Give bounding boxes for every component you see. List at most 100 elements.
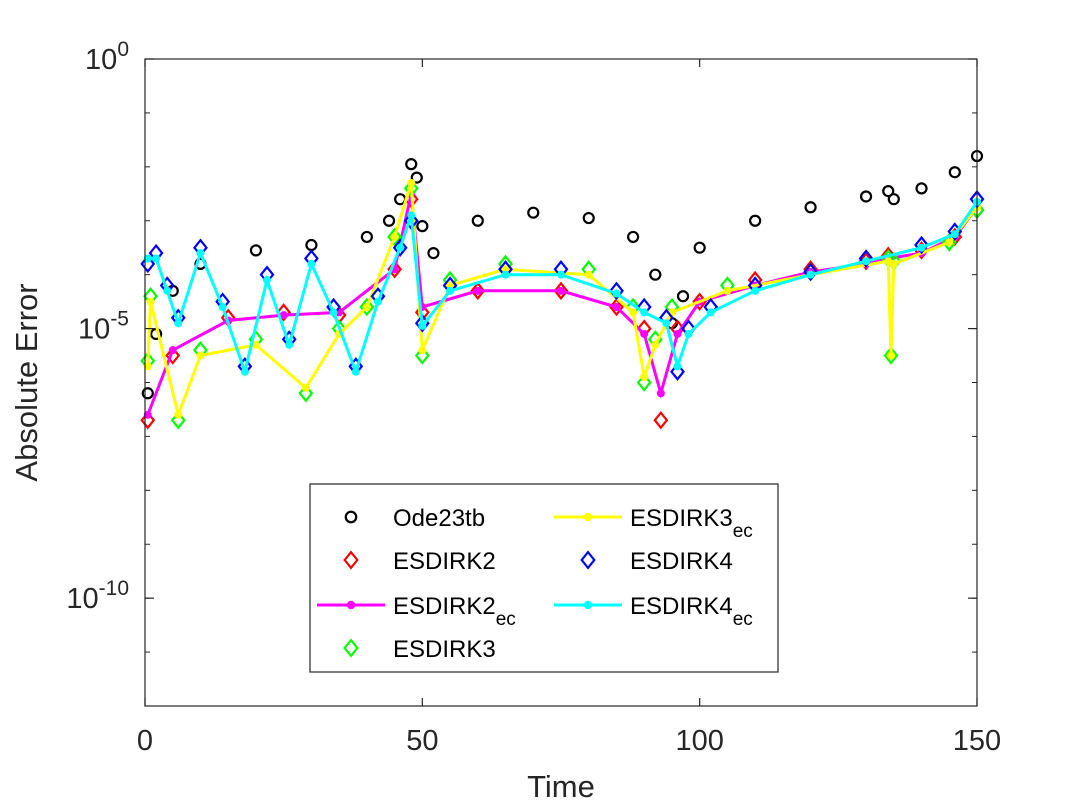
point-esdirk3ec-5 [301,383,310,392]
series-line-esdirk2ec [146,193,979,416]
point-esdirk3-21 [883,346,899,365]
point-esdirk3ec-10 [418,346,427,355]
legend: Ode23tb ESDIRK2 ESDIRK2ec ESDIRK3 ESDIRK3ec E… [309,483,779,673]
point-ode23tb-6 [360,230,373,244]
point-esdirk2ec-0 [143,410,152,419]
point-ode23tb-25 [887,193,900,206]
point-ode23tb-21 [749,214,762,227]
point-esdirk2-17 [858,251,874,271]
point-esdirk3ec-23 [945,238,954,247]
legend-label-ode23tb: Ode23tb [393,505,485,532]
point-esdirk3ec-4 [251,340,260,349]
point-esdirk4ec-3 [174,319,183,328]
point-esdirk4-26 [803,262,819,282]
point-ode23tb-19 [676,290,690,303]
point-esdirk3ec-14 [629,308,638,317]
axes: 0 50 100 150 100 10-5 10-10 [66,38,1001,757]
point-esdirk3ec-7 [362,303,371,312]
point-ode23tb-16 [627,230,640,244]
point-esdirk4ec-0 [143,254,152,263]
point-esdirk3ec-21 [887,351,896,360]
point-esdirk3-5 [298,384,314,403]
legend-entry-ode23tb: Ode23tb [344,505,485,532]
point-esdirk4ec-23 [684,329,693,338]
point-esdirk4ec-28 [917,243,926,252]
legend-entry-esdirk3: ESDIRK3 [343,636,496,663]
point-esdirk2-9 [553,281,569,301]
point-esdirk4-27 [858,249,874,268]
point-esdirk4ec-27 [862,257,871,266]
point-esdirk3-15 [636,373,652,392]
point-ode23tb-13 [471,214,484,227]
point-esdirk3ec-8 [390,232,399,241]
point-esdirk4ec-9 [307,259,316,268]
legend-entry-esdirk4: ESDIRK4 [580,548,733,575]
point-esdirk2ec-11 [640,329,649,338]
y-tick-label--5: 10-5 [78,308,129,346]
point-esdirk3ec-16 [651,340,660,349]
legend-label-esdirk4ec: ESDIRK4ec [630,593,753,630]
point-esdirk4ec-21 [662,319,671,328]
legend-marker-esdirk2ec [346,600,356,610]
legend-marker-ode23tb [344,510,358,524]
legend-label-esdirk2: ESDIRK2 [393,548,496,575]
point-esdirk2ec-12 [656,389,665,398]
point-esdirk4ec-1 [152,254,161,263]
point-esdirk2ec-8 [473,286,482,295]
x-tick-label-0: 0 [137,725,153,757]
point-esdirk2ec-13 [673,329,682,338]
point-esdirk4ec-6 [240,367,249,376]
point-esdirk4-28 [914,235,929,255]
point-ode23tb-11 [416,220,429,233]
point-ode23tb-14 [527,206,540,219]
point-esdirk4ec-11 [351,367,360,376]
point-esdirk2-5 [387,260,403,279]
point-esdirk3ec-0 [143,362,152,371]
y-tick-label-0: 100 [85,38,129,76]
point-esdirk3ec-15 [640,373,649,382]
point-ode23tb-23 [859,190,873,203]
y-axis-label: Absolute Error [9,283,44,481]
point-esdirk2-1 [165,346,181,365]
point-ode23tb-0 [141,387,154,400]
point-esdirk4-13 [392,238,408,257]
point-esdirk4-0 [140,254,156,274]
legend-label-esdirk2ec: ESDIRK2ec [393,593,516,630]
legend-label-esdirk3ec: ESDIRK3ec [630,505,753,542]
point-ode23tb-20 [693,241,706,254]
point-esdirk4ec-10 [329,308,338,317]
point-ode23tb-4 [249,244,263,257]
legend-box [309,483,779,673]
point-ode23tb-9 [405,158,418,171]
point-esdirk4ec-8 [285,340,294,349]
point-ode23tb-26 [915,182,928,195]
point-ode23tb-7 [382,214,396,227]
point-esdirk4ec-29 [950,230,959,239]
x-tick-label-100: 100 [675,725,723,757]
point-esdirk3ec-3 [196,351,205,360]
point-esdirk4ec-24 [706,308,715,317]
point-esdirk4ec-18 [557,270,565,279]
point-ode23tb-24 [882,184,895,198]
legend-entry-esdirk4ec: ESDIRK4ec [554,593,753,630]
legend-entry-esdirk2: ESDIRK2 [343,548,496,575]
legend-marker-esdirk4ec [583,600,593,610]
point-esdirk4ec-15 [418,321,427,330]
point-esdirk3ec-13 [584,270,593,279]
point-ode23tb-17 [649,268,662,281]
y-tick-label--10: 10-10 [66,577,129,615]
point-esdirk4-22 [670,362,685,381]
point-esdirk4ec-2 [163,286,172,295]
point-esdirk2-12 [653,410,669,430]
point-esdirk2ec-10 [612,303,621,312]
point-esdirk4ec-14 [407,211,416,220]
point-esdirk2ec-9 [557,286,565,295]
point-esdirk4ec-16 [446,286,455,295]
legend-label-esdirk4: ESDIRK4 [630,548,733,575]
data-layer [140,149,985,430]
point-esdirk4ec-7 [263,276,272,285]
legend-marker-esdirk4 [580,550,596,570]
point-esdirk4ec-4 [196,249,205,258]
